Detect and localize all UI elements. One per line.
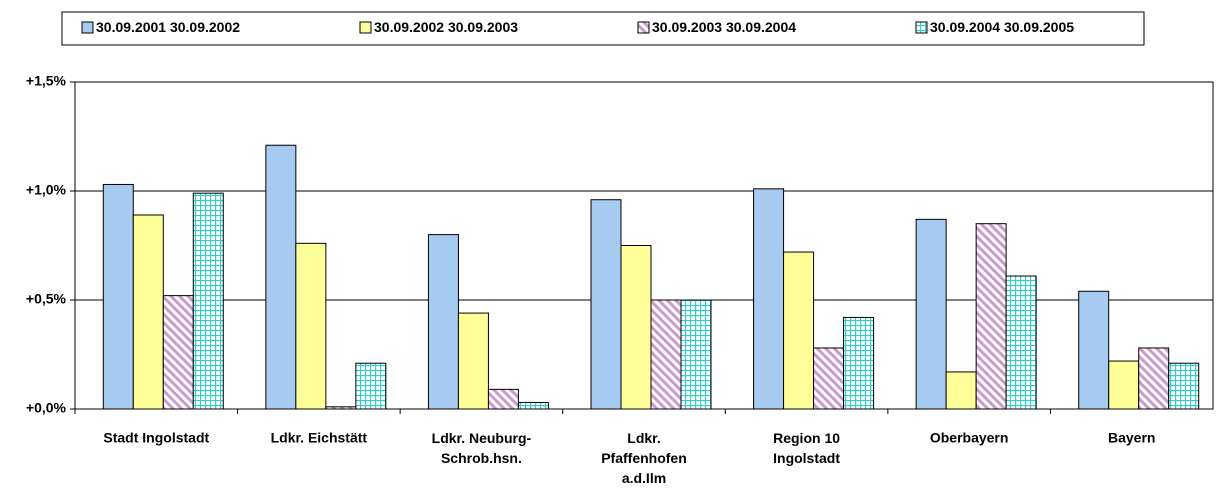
legend-label: 30.09.2003 30.09.2004 [652, 19, 796, 35]
y-tick-label: +0,0% [26, 400, 67, 416]
bar [975, 223, 1007, 410]
x-tick-label: Ldkr. Pfaffenhofen a.d.Ilm [601, 430, 687, 486]
bar [192, 192, 224, 410]
bar [1138, 347, 1170, 410]
bar [915, 218, 947, 410]
x-tick-label: Ldkr. Neuburg-Schrob.hsn. [432, 430, 532, 466]
bar [620, 245, 652, 410]
x-tick-label: Ldkr. Eichstätt [271, 430, 368, 446]
bar [1078, 290, 1110, 410]
legend-label: 30.09.2004 30.09.2005 [930, 19, 1074, 35]
bar [1168, 362, 1200, 410]
bar [590, 199, 622, 410]
bar [753, 188, 785, 410]
bar [783, 251, 815, 410]
legend-label: 30.09.2002 30.09.2003 [374, 19, 518, 35]
bar [162, 295, 194, 410]
x-tick-label: Oberbayern [930, 430, 1009, 446]
bar [457, 312, 489, 410]
bar [945, 371, 977, 410]
bar [1108, 360, 1140, 410]
bar [1005, 275, 1037, 410]
bar [843, 316, 875, 410]
bar [102, 183, 134, 410]
y-tick-label: +1,5% [26, 73, 67, 89]
x-tick-label: Stadt Ingolstadt [103, 430, 209, 446]
bar [487, 388, 519, 410]
bar [265, 144, 297, 410]
legend-swatch [359, 21, 372, 34]
bar [355, 362, 387, 410]
y-tick-label: +1,0% [26, 182, 67, 198]
x-tick-label: Region 10 Ingolstadt [773, 430, 840, 466]
x-tick-label: Bayern [1108, 430, 1155, 446]
bar [325, 406, 357, 410]
bar [427, 234, 459, 410]
bar [680, 299, 712, 410]
bar [650, 299, 682, 410]
bar [517, 401, 549, 410]
bar [132, 214, 164, 410]
bar [813, 347, 845, 410]
legend-swatch [81, 21, 94, 34]
legend-swatch [915, 21, 928, 34]
bar [295, 242, 327, 410]
legend-label: 30.09.2001 30.09.2002 [96, 19, 240, 35]
y-tick-label: +0,5% [26, 291, 67, 307]
legend-box [61, 11, 1145, 46]
legend-swatch [637, 21, 650, 34]
